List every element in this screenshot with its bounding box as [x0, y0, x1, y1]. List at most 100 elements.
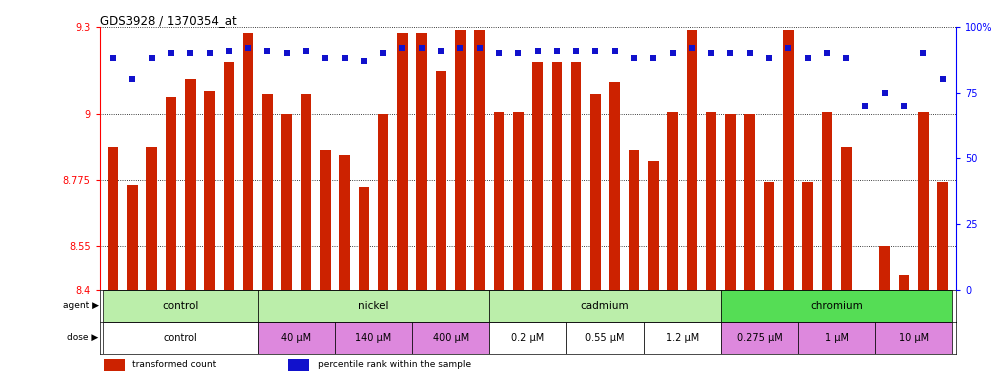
- Bar: [841, 147, 852, 290]
- Bar: [721, 290, 952, 322]
- Bar: [359, 187, 370, 290]
- Point: [607, 48, 622, 54]
- Bar: [204, 91, 215, 290]
- Bar: [648, 161, 658, 290]
- Text: agent ▶: agent ▶: [63, 301, 99, 310]
- Point: [742, 50, 758, 56]
- Bar: [108, 147, 119, 290]
- Bar: [879, 246, 890, 290]
- Point: [549, 48, 565, 54]
- Point: [491, 50, 507, 56]
- Text: GDS3928 / 1370354_at: GDS3928 / 1370354_at: [100, 14, 236, 27]
- Bar: [397, 33, 407, 290]
- Bar: [165, 97, 176, 290]
- Text: transformed count: transformed count: [132, 361, 216, 369]
- Text: nickel: nickel: [359, 301, 388, 311]
- Bar: [104, 359, 125, 371]
- Point: [934, 76, 950, 83]
- Point: [201, 50, 217, 56]
- Text: cadmium: cadmium: [581, 301, 629, 311]
- Bar: [798, 322, 875, 354]
- Text: control: control: [162, 301, 199, 311]
- Bar: [494, 111, 504, 290]
- Bar: [104, 322, 258, 354]
- Point: [279, 50, 295, 56]
- Bar: [335, 322, 412, 354]
- Text: percentile rank within the sample: percentile rank within the sample: [318, 361, 471, 369]
- Point: [800, 55, 816, 61]
- Bar: [474, 30, 485, 290]
- Point: [722, 50, 738, 56]
- Point: [819, 50, 835, 56]
- Point: [896, 103, 912, 109]
- Text: 10 μM: 10 μM: [898, 333, 929, 343]
- Point: [356, 58, 372, 64]
- Bar: [567, 322, 643, 354]
- Bar: [416, 33, 427, 290]
- Point: [298, 48, 314, 54]
- Bar: [803, 182, 813, 290]
- Bar: [590, 94, 601, 290]
- Text: 0.55 μM: 0.55 μM: [586, 333, 624, 343]
- Text: chromium: chromium: [810, 301, 863, 311]
- Bar: [643, 322, 721, 354]
- Bar: [764, 182, 774, 290]
- Point: [452, 45, 468, 51]
- Bar: [937, 182, 948, 290]
- Point: [858, 103, 873, 109]
- Point: [221, 48, 237, 54]
- Bar: [725, 114, 736, 290]
- Bar: [918, 111, 928, 290]
- Bar: [455, 30, 466, 290]
- Bar: [783, 30, 794, 290]
- Bar: [610, 82, 620, 290]
- Bar: [185, 79, 195, 290]
- Point: [394, 45, 410, 51]
- Bar: [377, 114, 388, 290]
- Point: [876, 89, 892, 96]
- Point: [645, 55, 661, 61]
- Point: [163, 50, 179, 56]
- Bar: [262, 94, 273, 290]
- Point: [375, 50, 391, 56]
- Bar: [744, 114, 755, 290]
- Point: [568, 48, 584, 54]
- Bar: [412, 322, 489, 354]
- Point: [684, 45, 700, 51]
- Text: 40 μM: 40 μM: [281, 333, 312, 343]
- Bar: [127, 185, 137, 290]
- Text: 0.2 μM: 0.2 μM: [511, 333, 545, 343]
- Bar: [667, 111, 678, 290]
- Bar: [320, 149, 331, 290]
- Point: [182, 50, 198, 56]
- Point: [626, 55, 642, 61]
- Bar: [532, 62, 543, 290]
- Bar: [146, 147, 157, 290]
- Point: [510, 50, 526, 56]
- Text: 0.275 μM: 0.275 μM: [736, 333, 782, 343]
- Bar: [301, 94, 312, 290]
- Point: [530, 48, 546, 54]
- Bar: [243, 33, 253, 290]
- Bar: [436, 71, 446, 290]
- Bar: [340, 156, 350, 290]
- Point: [915, 50, 931, 56]
- Text: 1 μM: 1 μM: [825, 333, 849, 343]
- Bar: [258, 322, 335, 354]
- Text: 400 μM: 400 μM: [432, 333, 469, 343]
- Bar: [628, 149, 639, 290]
- Bar: [721, 322, 798, 354]
- Point: [761, 55, 777, 61]
- Bar: [552, 62, 562, 290]
- Bar: [822, 111, 833, 290]
- Point: [664, 50, 680, 56]
- Point: [472, 45, 488, 51]
- Point: [318, 55, 334, 61]
- Bar: [223, 62, 234, 290]
- Bar: [104, 290, 258, 322]
- Text: 1.2 μM: 1.2 μM: [665, 333, 699, 343]
- Text: dose ▶: dose ▶: [68, 333, 99, 342]
- Bar: [282, 114, 292, 290]
- Point: [240, 45, 256, 51]
- Point: [703, 50, 719, 56]
